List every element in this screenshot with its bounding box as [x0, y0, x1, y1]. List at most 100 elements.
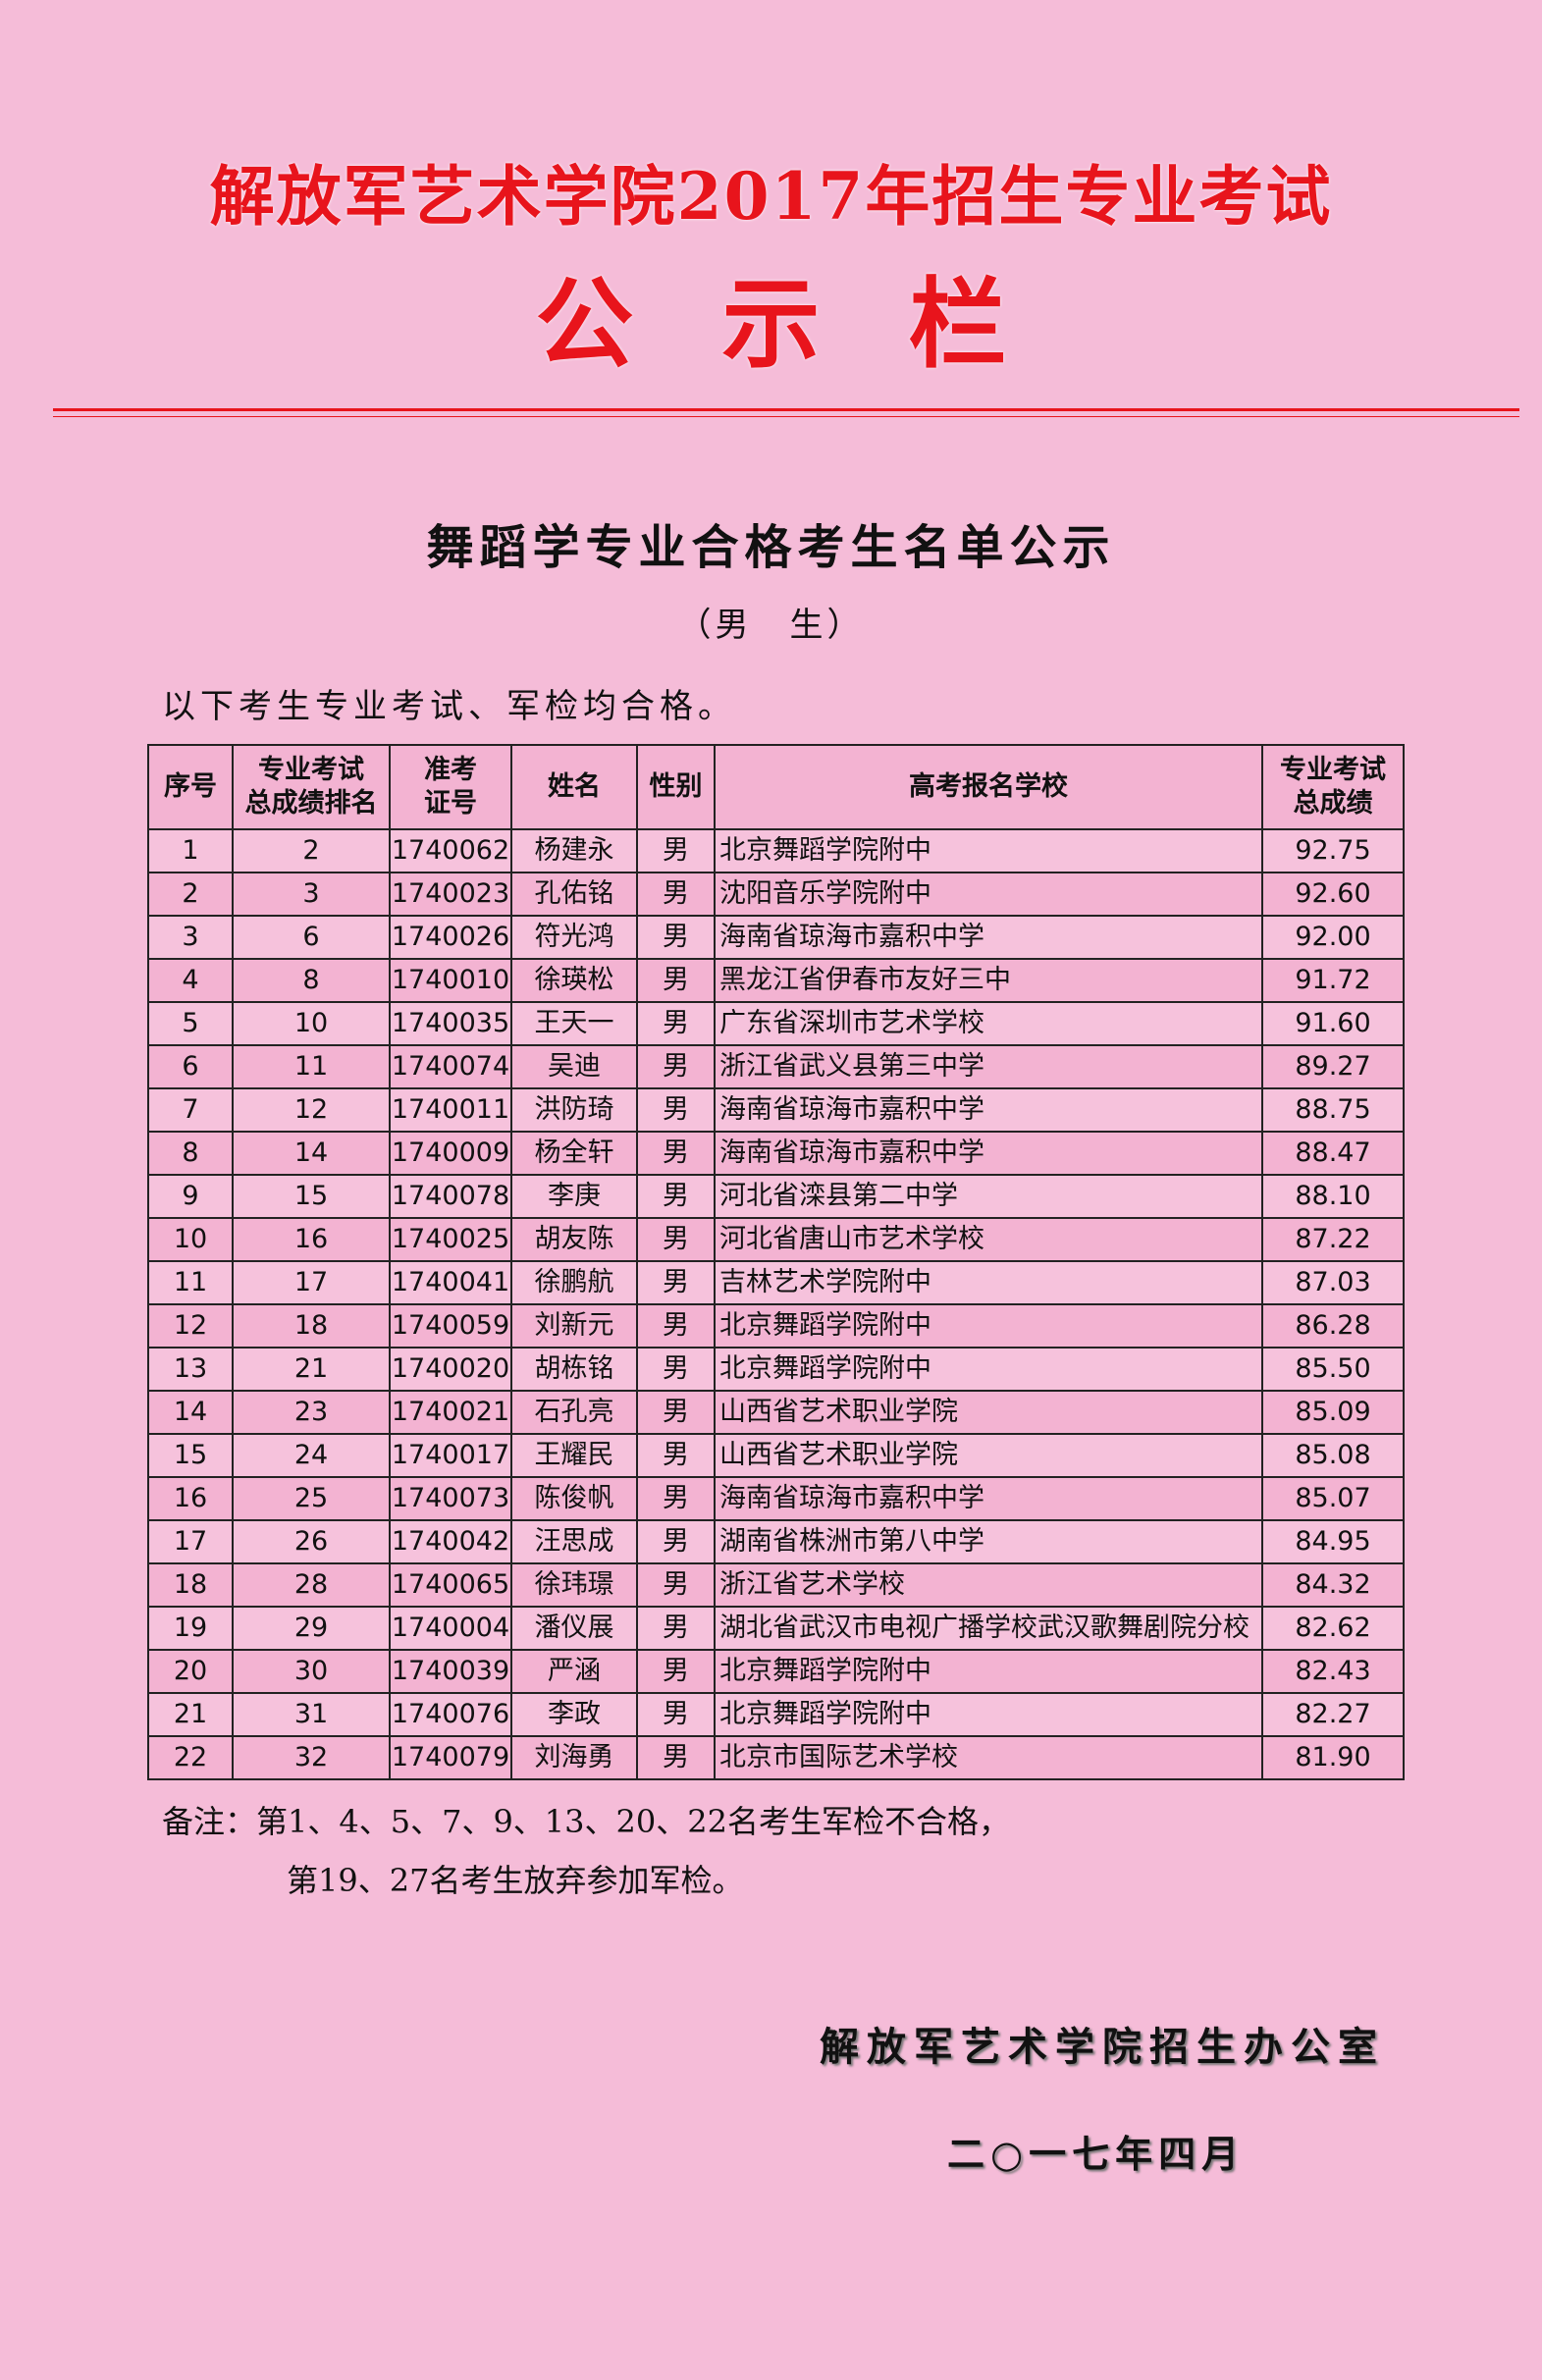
table-and-notes: 序号 专业考试 总成绩排名 准考 证号 姓名 性别 高考报名学校 专业考试 总成绩 1… [147, 744, 1405, 1902]
cell-school: 吉林艺术学院附中 [714, 1260, 1263, 1305]
cell-school: 北京舞蹈学院附中 [714, 1347, 1263, 1392]
cell-gender: 男 [636, 1001, 716, 1046]
cell-name: 徐鹏航 [510, 1260, 638, 1305]
cell-school: 北京舞蹈学院附中 [714, 828, 1263, 873]
cell-gender: 男 [636, 1476, 716, 1521]
cell-rank: 24 [232, 1433, 391, 1478]
cell-rank: 16 [232, 1217, 391, 1262]
cell-seq: 5 [147, 1001, 234, 1046]
col-rank: 专业考试 总成绩排名 [232, 744, 391, 830]
note-line-2: 第19、27名考生放弃参加军检。 [287, 1862, 744, 1899]
cell-gender: 男 [636, 1562, 716, 1608]
cell-ticket: 1740026 [389, 915, 512, 960]
cell-rank: 30 [232, 1649, 391, 1694]
cell-gender: 男 [636, 1131, 716, 1176]
cell-school: 广东省深圳市艺术学校 [714, 1001, 1263, 1046]
cell-gender: 男 [636, 1044, 716, 1089]
cell-ticket: 1740010 [389, 958, 512, 1003]
notice-gender: （男 生） [677, 606, 865, 645]
cell-school: 湖北省武汉市电视广播学校武汉歌舞剧院分校 [714, 1606, 1263, 1651]
table-row: 2 3 1740023 孔佑铭男沈阳音乐学院附中 92.60 [147, 872, 1405, 917]
cell-seq: 12 [147, 1303, 234, 1349]
cell-gender: 男 [636, 828, 716, 873]
cell-seq: 13 [147, 1347, 234, 1392]
cell-seq: 3 [147, 915, 234, 960]
cell-gender: 男 [636, 1260, 716, 1305]
cell-ticket: 1740078 [389, 1174, 512, 1219]
cell-gender: 男 [636, 1692, 716, 1737]
cell-rank: 25 [232, 1476, 391, 1521]
cell-gender: 男 [636, 1606, 716, 1651]
col-gender: 性别 [636, 744, 716, 830]
cell-gender: 男 [636, 1735, 716, 1780]
cell-ticket: 1740042 [389, 1519, 512, 1564]
cell-rank: 18 [232, 1303, 391, 1349]
notice-intro: 以下考生专业考试、军检均合格。 [162, 687, 736, 726]
cell-seq: 20 [147, 1649, 234, 1694]
cell-ticket: 1740009 [389, 1131, 512, 1176]
cell-name: 杨建永 [510, 828, 638, 873]
table-row: 1 2 1740062 杨建永男北京舞蹈学院附中 92.75 [147, 828, 1405, 873]
cell-seq: 19 [147, 1606, 234, 1651]
cell-ticket: 1740065 [389, 1562, 512, 1608]
table-row: 16 25 1740073 陈俊帆男海南省琼海市嘉积中学 85.07 [147, 1476, 1405, 1521]
cell-rank: 3 [232, 872, 391, 917]
cell-gender: 男 [636, 915, 716, 960]
col-name: 姓名 [510, 744, 638, 830]
note-line-1: 备注：第1、4、5、7、9、13、20、22名考生军检不合格， [162, 1803, 1010, 1840]
cell-name: 刘新元 [510, 1303, 638, 1349]
cell-name: 陈俊帆 [510, 1476, 638, 1521]
cell-gender: 男 [636, 1649, 716, 1694]
cell-score: 85.50 [1261, 1347, 1405, 1392]
cell-school: 海南省琼海市嘉积中学 [714, 1087, 1263, 1133]
cell-ticket: 1740079 [389, 1735, 512, 1780]
table-row: 15 24 1740017 王耀民男山西省艺术职业学院 85.08 [147, 1433, 1405, 1478]
table-row: 4 8 1740010 徐瑛松男黑龙江省伊春市友好三中 91.72 [147, 958, 1405, 1003]
issue-date: 二○一七年四月 [947, 2132, 1246, 2176]
cell-ticket: 1740073 [389, 1476, 512, 1521]
cell-score: 87.22 [1261, 1217, 1405, 1262]
cell-rank: 12 [232, 1087, 391, 1133]
table-row: 8 14 1740009 杨全轩男海南省琼海市嘉积中学 88.47 [147, 1131, 1405, 1176]
cell-name: 徐瑛松 [510, 958, 638, 1003]
cell-score: 88.75 [1261, 1087, 1405, 1133]
cell-ticket: 1740041 [389, 1260, 512, 1305]
table-row: 21 31 1740076 李政男北京舞蹈学院附中 82.27 [147, 1692, 1405, 1737]
cell-gender: 男 [636, 1217, 716, 1262]
notice-heading: 舞蹈学专业合格考生名单公示 [426, 520, 1116, 575]
cell-school: 湖南省株洲市第八中学 [714, 1519, 1263, 1564]
cell-rank: 15 [232, 1174, 391, 1219]
cell-name: 李庚 [510, 1174, 638, 1219]
cell-name: 潘仪展 [510, 1606, 638, 1651]
cell-seq: 16 [147, 1476, 234, 1521]
cell-score: 89.27 [1261, 1044, 1405, 1089]
cell-seq: 11 [147, 1260, 234, 1305]
cell-rank: 17 [232, 1260, 391, 1305]
cell-seq: 18 [147, 1562, 234, 1608]
cell-school: 浙江省艺术学校 [714, 1562, 1263, 1608]
cell-score: 85.09 [1261, 1390, 1405, 1435]
cell-score: 88.10 [1261, 1174, 1405, 1219]
cell-ticket: 1740017 [389, 1433, 512, 1478]
cell-school: 浙江省武义县第三中学 [714, 1044, 1263, 1089]
cell-seq: 8 [147, 1131, 234, 1176]
cell-seq: 9 [147, 1174, 234, 1219]
table-row: 18 28 1740065 徐玮璟男浙江省艺术学校 84.32 [147, 1562, 1405, 1608]
cell-name: 严涵 [510, 1649, 638, 1694]
table-row: 9 15 1740078 李庚男河北省滦县第二中学 88.10 [147, 1174, 1405, 1219]
cell-score: 92.75 [1261, 828, 1405, 873]
table-row: 12 18 1740059 刘新元男北京舞蹈学院附中 86.28 [147, 1303, 1405, 1349]
cell-gender: 男 [636, 958, 716, 1003]
cell-rank: 29 [232, 1606, 391, 1651]
cell-seq: 6 [147, 1044, 234, 1089]
cell-ticket: 1740074 [389, 1044, 512, 1089]
cell-school: 河北省滦县第二中学 [714, 1174, 1263, 1219]
cell-score: 91.60 [1261, 1001, 1405, 1046]
cell-name: 石孔亮 [510, 1390, 638, 1435]
col-school: 高考报名学校 [714, 744, 1263, 830]
cell-score: 85.08 [1261, 1433, 1405, 1478]
cell-gender: 男 [636, 1303, 716, 1349]
cell-seq: 17 [147, 1519, 234, 1564]
cell-gender: 男 [636, 1087, 716, 1133]
cell-school: 北京舞蹈学院附中 [714, 1649, 1263, 1694]
